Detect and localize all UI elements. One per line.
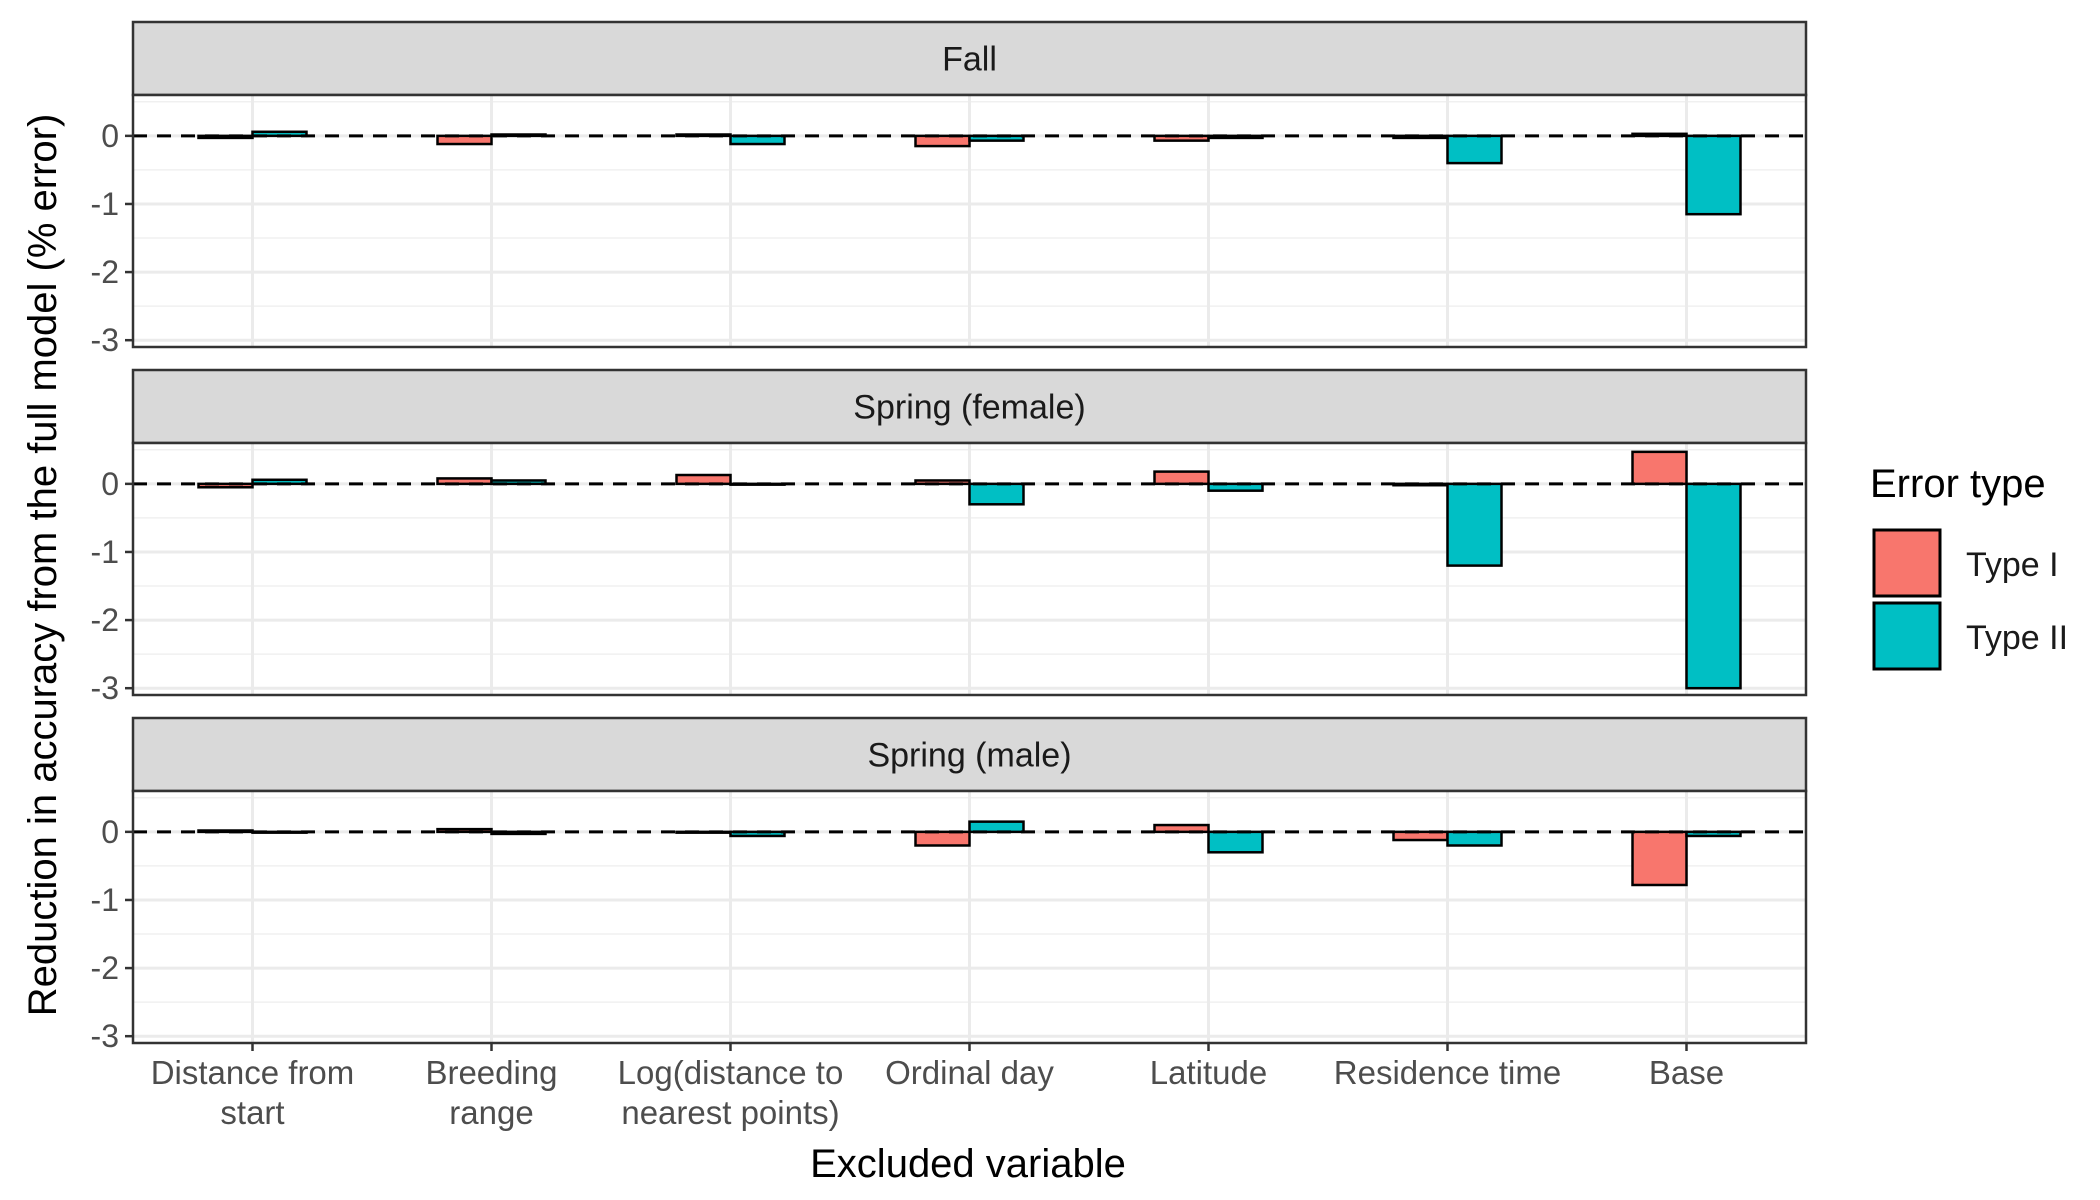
bar-type-i	[197, 482, 254, 489]
panel-1: Spring (female) 0 -1 -2 -3	[91, 368, 1808, 706]
panel-title: Spring (male)	[867, 737, 1071, 775]
panel-strip	[131, 20, 1808, 97]
y-tick-label: 0	[101, 814, 119, 850]
bar-type-ii	[1446, 134, 1503, 165]
bar-type-ii	[1207, 830, 1264, 854]
panel-2: Spring (male) 0 -1 -2 -3	[91, 716, 1808, 1054]
bar-type-ii	[1685, 134, 1742, 216]
bar-type-ii	[1446, 830, 1503, 847]
y-tick-label: 0	[101, 466, 119, 502]
y-tick-label: -1	[91, 534, 119, 570]
bar-type-i	[675, 473, 732, 486]
bar-type-ii	[1685, 830, 1742, 838]
x-tick-label: Residence time	[1334, 1054, 1561, 1091]
x-tick-label: Distance from start	[151, 1054, 355, 1131]
y-tick-label: -2	[91, 950, 119, 986]
y-axis-label: Reduction in accuracy from the full mode…	[21, 114, 65, 1017]
bar-type-ii	[1446, 482, 1503, 567]
x-tick-label: Latitude	[1150, 1054, 1267, 1091]
bar-type-ii	[1685, 482, 1742, 690]
bar-type-i	[914, 830, 971, 847]
panel-0: Fall 0 -1 -2 -3	[91, 20, 1808, 358]
legend: Error type Type I Type II	[1870, 462, 2068, 671]
x-axis: Distance from start Breeding range Log(dista…	[151, 1043, 1724, 1131]
x-tick-label: Log(distance to nearest points)	[618, 1054, 844, 1131]
y-tick-label: -1	[91, 882, 119, 918]
y-tick-label: -3	[91, 670, 119, 706]
legend-swatch-type-2	[1872, 601, 1942, 671]
bar-type-ii	[968, 820, 1025, 834]
x-tick-label: Base	[1649, 1054, 1724, 1091]
bar-type-i	[1631, 450, 1688, 486]
panel-title: Spring (female)	[853, 389, 1085, 427]
legend-label-type-2: Type II	[1966, 619, 2068, 657]
bar-type-i	[914, 134, 971, 148]
bar-type-i	[1631, 830, 1688, 887]
bar-type-i	[1153, 470, 1210, 486]
bar-type-i	[436, 827, 493, 834]
x-axis-label: Excluded variable	[810, 1142, 1126, 1186]
y-tick-label: -2	[91, 602, 119, 638]
y-tick-label: -2	[91, 254, 119, 290]
y-tick-label: -3	[91, 322, 119, 358]
legend-swatch-type-1	[1872, 528, 1942, 598]
bar-type-i	[436, 134, 493, 146]
bar-type-ii	[968, 482, 1025, 506]
bar-type-i	[914, 479, 971, 486]
x-tick-label: Breeding range	[425, 1054, 557, 1131]
y-tick-label: -1	[91, 186, 119, 222]
panel-border	[131, 441, 1808, 697]
x-tick-label: Ordinal day	[885, 1054, 1054, 1091]
legend-title: Error type	[1870, 462, 2046, 506]
bar-type-i	[1153, 823, 1210, 834]
y-tick-label: -3	[91, 1018, 119, 1054]
panel-border	[131, 93, 1808, 349]
y-tick-label: 0	[101, 118, 119, 154]
bar-type-ii	[1207, 482, 1264, 492]
bar-type-ii	[968, 134, 1025, 142]
legend-label-type-1: Type I	[1966, 546, 2059, 584]
panel-title: Fall	[942, 41, 997, 79]
